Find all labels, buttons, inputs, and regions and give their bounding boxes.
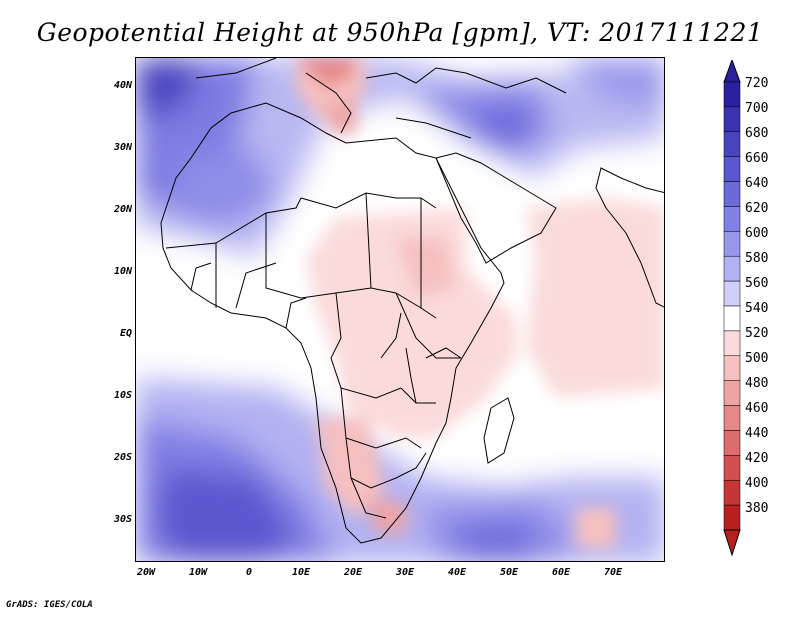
colorbar-label: 520: [745, 326, 769, 341]
colorbar-label: 380: [745, 501, 769, 516]
lon-tick-label: 50E: [499, 567, 519, 578]
lon-tick-label: 10W: [188, 567, 208, 578]
colorbar-label: 480: [745, 376, 769, 391]
colorbar-label: 400: [745, 476, 769, 491]
colorbar-label: 700: [745, 101, 769, 116]
colorbar-min-arrow: [723, 529, 741, 557]
lat-tick-label: 30N: [113, 142, 132, 153]
colorbar-label: 660: [745, 151, 769, 166]
low-height-regions: [296, 58, 664, 548]
lon-tick-label: 40E: [447, 567, 467, 578]
map-title: Geopotential Height at 950hPa [gpm], VT:…: [36, 18, 764, 47]
colorbar-cell: [723, 479, 741, 506]
colorbar-label: 440: [745, 426, 769, 441]
colorbar-label: 540: [745, 301, 769, 316]
colorbar-label: 640: [745, 176, 769, 191]
colorbar-label: 620: [745, 201, 769, 216]
colorbar-cell: [723, 131, 741, 157]
lat-tick-label: 20S: [113, 452, 132, 463]
lat-tick-label: 10S: [113, 390, 132, 401]
colorbar-cell: [723, 355, 741, 381]
colorbar-cells: [723, 81, 741, 531]
lon-tick-label: 60E: [551, 567, 571, 578]
colorbar-cell: [723, 106, 741, 133]
colorbar-cell: [723, 206, 741, 232]
colorbar-label: 420: [745, 451, 769, 466]
colorbar-cell: [723, 430, 741, 456]
grads-credit: GrADS: IGES/COLA: [6, 600, 93, 610]
colorbar-label: 560: [745, 276, 769, 291]
colorbar-label: 580: [745, 251, 769, 266]
colorbar-cell: [723, 181, 741, 207]
lat-tick-label: 20N: [113, 204, 132, 215]
colorbar-cell: [723, 81, 741, 108]
colorbar-label: 600: [745, 226, 769, 241]
colorbar-cell: [723, 156, 741, 182]
lat-tick-label: 40N: [113, 80, 132, 91]
map-plot-area: [135, 57, 665, 562]
colorbar-label: 460: [745, 401, 769, 416]
geopotential-field: [136, 58, 664, 561]
colorbar-cell: [723, 504, 741, 531]
colorbar-cell: [723, 380, 741, 406]
lon-tick-label: 30E: [395, 567, 415, 578]
colorbar-max-arrow: [723, 60, 741, 83]
lon-tick-label: 0: [245, 567, 253, 578]
coastlines: [160, 58, 664, 544]
lat-tick-label: 30S: [113, 514, 132, 525]
colorbar-cell: [723, 330, 741, 357]
colorbar-label: 680: [745, 126, 769, 141]
lat-tick-label: EQ: [119, 328, 132, 339]
high-height-regions: [136, 58, 664, 561]
colorbar-cell: [723, 405, 741, 431]
lon-tick-label: 20E: [343, 567, 363, 578]
colorbar-cell: [723, 305, 741, 332]
colorbar-cell: [723, 455, 741, 481]
lon-tick-label: 70E: [603, 567, 623, 578]
colorbar-label: 720: [745, 76, 769, 91]
colorbar-label: 500: [745, 351, 769, 366]
colorbar-cell: [723, 231, 741, 257]
lon-tick-label: 10E: [291, 567, 311, 578]
colorbar-swatches: [723, 60, 741, 557]
lon-tick-label: 20W: [136, 567, 156, 578]
colorbar-cell: [723, 255, 741, 282]
lat-tick-label: 10N: [113, 266, 132, 277]
colorbar-cell: [723, 280, 741, 307]
